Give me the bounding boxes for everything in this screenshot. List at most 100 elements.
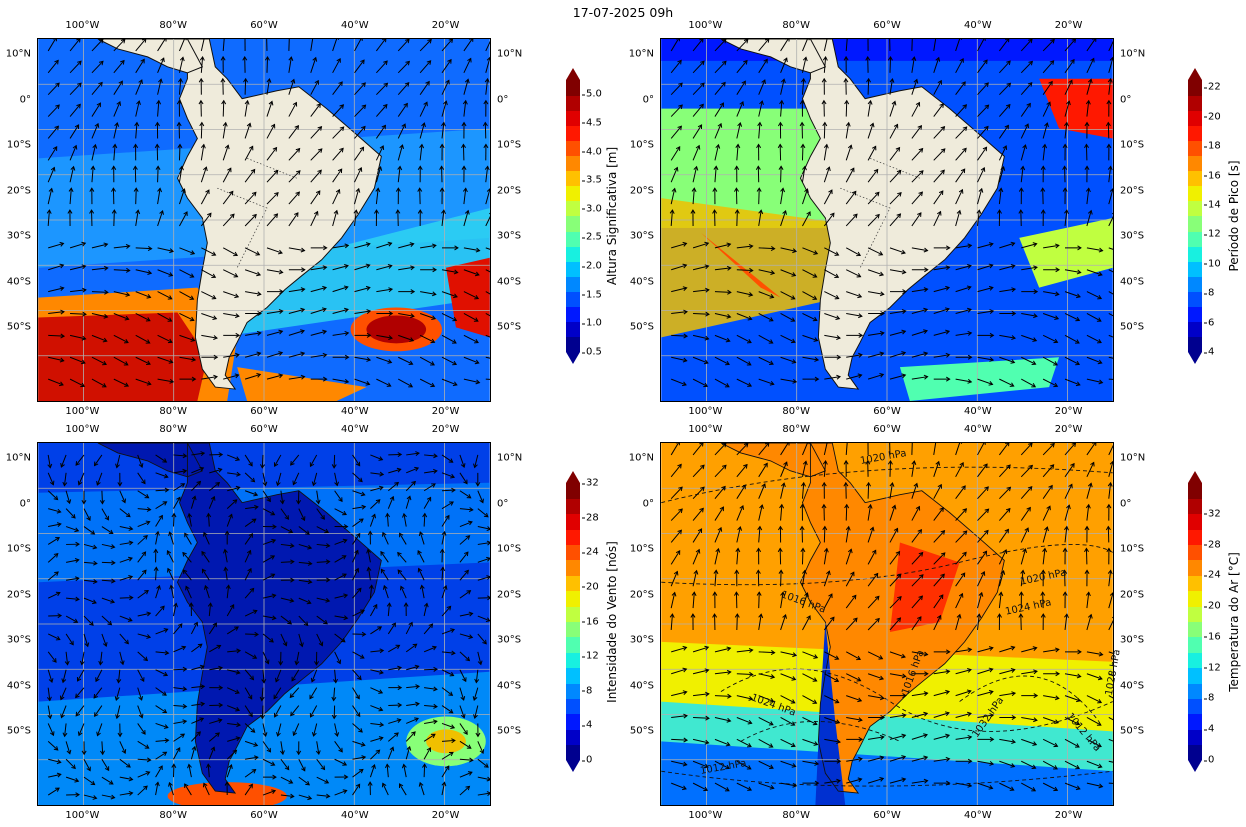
vector-arrow xyxy=(261,454,264,468)
vector-arrow xyxy=(113,39,126,52)
vector-arrow xyxy=(48,311,65,314)
colorbar-segment xyxy=(566,246,580,262)
vector-arrow xyxy=(298,526,310,535)
vector-arrow xyxy=(933,39,937,52)
vector-arrow xyxy=(911,595,923,609)
vector-arrow xyxy=(419,313,436,320)
vector-arrow xyxy=(1108,247,1113,250)
map-canvas[interactable] xyxy=(661,39,1113,401)
vector-arrow xyxy=(135,356,151,365)
vector-arrow xyxy=(758,614,762,631)
vector-arrow xyxy=(244,740,258,747)
vector-arrow xyxy=(222,247,238,256)
vector-arrow xyxy=(47,490,58,500)
vector-arrow xyxy=(262,472,266,486)
vector-arrow xyxy=(178,144,181,161)
colorbar-tick-label: 0.5 xyxy=(582,346,602,358)
vector-arrow xyxy=(135,313,151,322)
colorbar-tick-label: 12 xyxy=(1204,662,1221,674)
vector-arrow xyxy=(244,610,258,617)
vector-arrow xyxy=(845,213,858,227)
vector-arrow xyxy=(441,291,458,298)
vector-arrow xyxy=(155,454,167,463)
vector-arrow xyxy=(780,378,797,383)
lon-tick-label: 40°W xyxy=(963,406,992,417)
vector-arrow xyxy=(48,356,64,362)
vector-arrow xyxy=(179,334,195,342)
vector-arrow xyxy=(933,690,950,697)
lon-tick-label: 80°W xyxy=(782,424,810,435)
vector-arrow xyxy=(977,571,985,587)
vector-arrow xyxy=(889,101,896,117)
vector-arrow xyxy=(370,454,383,461)
vector-arrow xyxy=(692,39,704,52)
colorbar-segment xyxy=(566,729,580,746)
vector-arrow xyxy=(867,618,880,631)
vector-arrow xyxy=(96,472,103,486)
vector-arrow xyxy=(316,615,328,625)
colorbar-segment xyxy=(1188,110,1202,126)
vector-arrow xyxy=(101,508,109,521)
vector-arrow xyxy=(60,687,67,700)
vector-arrow xyxy=(101,633,107,647)
lat-tick-label: 10°S xyxy=(1120,139,1145,151)
lat-tick-label: 50°S xyxy=(1120,321,1145,333)
colorbar-segment xyxy=(1188,200,1202,217)
vector-arrow xyxy=(459,705,465,718)
vector-arrow xyxy=(116,454,121,468)
lat-tick-label: 50°S xyxy=(497,725,522,737)
vector-arrow xyxy=(867,123,874,139)
vector-arrow xyxy=(868,736,884,740)
vector-arrow xyxy=(119,792,133,796)
vector-arrow xyxy=(714,82,726,96)
vector-arrow xyxy=(334,594,348,599)
vector-arrow xyxy=(977,378,993,385)
vector-arrow xyxy=(204,585,210,599)
lat-tick-label: 0° xyxy=(19,94,31,106)
vector-arrow xyxy=(352,756,366,760)
vector-arrow xyxy=(288,212,299,227)
vector-arrow xyxy=(137,740,149,749)
colorbar-segment xyxy=(566,606,580,622)
vector-arrow xyxy=(1086,782,1103,788)
colorbar-tick-label: 20 xyxy=(1204,111,1221,123)
vector-arrow xyxy=(222,122,227,139)
vector-arrow xyxy=(288,352,305,358)
vector-arrow xyxy=(911,102,920,117)
map-canvas[interactable] xyxy=(38,39,490,401)
colorbar-extend-min xyxy=(566,760,580,772)
vector-arrow xyxy=(485,216,490,227)
map-canvas[interactable] xyxy=(38,443,490,805)
lat-tick-label: 10°S xyxy=(497,139,522,151)
vector-arrow xyxy=(173,483,185,492)
vector-arrow xyxy=(266,247,283,254)
vector-arrow xyxy=(423,646,437,653)
vector-arrow xyxy=(290,454,300,466)
lat-tick-label: 10°S xyxy=(629,139,654,151)
vector-arrow xyxy=(1064,782,1081,790)
lon-tick-label: 60°W xyxy=(250,20,278,31)
colorbar-tick-label: 16 xyxy=(1204,170,1221,182)
vector-arrow xyxy=(280,794,294,797)
vector-arrow xyxy=(999,265,1015,271)
vector-arrow xyxy=(955,593,963,609)
vector-arrow xyxy=(911,529,922,543)
map-canvas[interactable] xyxy=(661,443,1113,805)
vector-arrow xyxy=(736,548,739,565)
vector-arrow xyxy=(1064,122,1068,139)
vector-arrow xyxy=(288,308,305,314)
vector-arrow xyxy=(1108,717,1113,721)
colorbar-segment xyxy=(1188,544,1202,561)
vector-arrow xyxy=(1108,651,1113,654)
vector-arrow xyxy=(48,758,61,763)
colorbar-segment xyxy=(566,155,580,172)
vector-arrow xyxy=(173,733,185,742)
vector-arrow xyxy=(998,592,1002,609)
vector-arrow xyxy=(955,332,972,336)
vector-arrow xyxy=(280,561,294,563)
vector-arrow xyxy=(736,101,744,117)
lon-tick-label: 80°W xyxy=(159,406,187,417)
vector-arrow xyxy=(670,39,679,52)
vector-arrow xyxy=(119,508,131,518)
vector-arrow xyxy=(419,101,428,117)
